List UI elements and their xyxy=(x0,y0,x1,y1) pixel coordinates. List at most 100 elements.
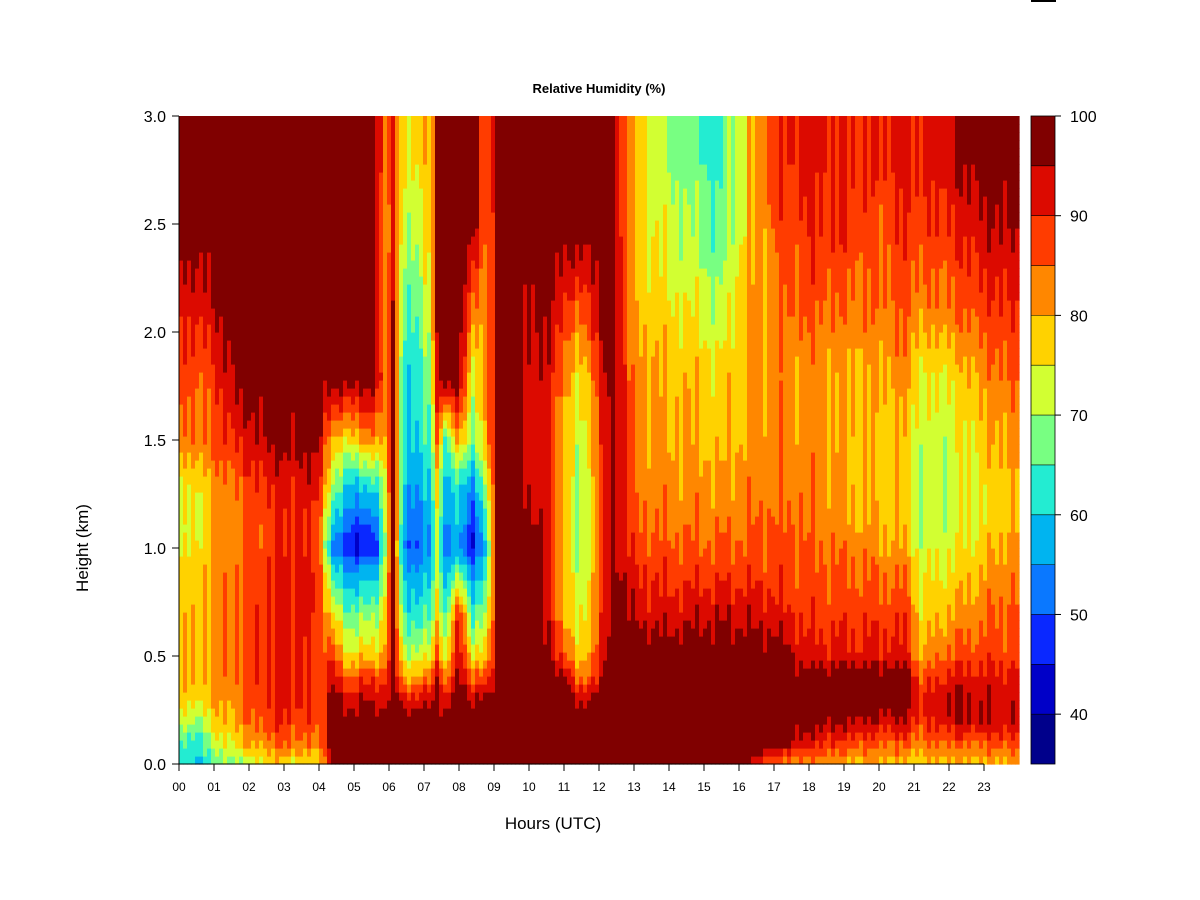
heatmap-cell xyxy=(359,276,364,285)
heatmap-cell xyxy=(395,636,400,645)
heatmap-cell xyxy=(307,324,312,333)
heatmap-cell xyxy=(191,380,196,389)
heatmap-cell xyxy=(279,668,284,677)
heatmap-cell xyxy=(223,436,228,445)
heatmap-cell xyxy=(327,300,332,309)
heatmap-cell xyxy=(247,684,252,693)
heatmap-cell xyxy=(387,156,392,165)
heatmap-cell xyxy=(355,124,360,133)
heatmap-cell xyxy=(239,228,244,237)
heatmap-cell xyxy=(419,476,424,485)
heatmap-cell xyxy=(183,284,188,293)
heatmap-cell xyxy=(283,372,288,381)
heatmap-cell xyxy=(411,220,416,229)
heatmap-cell xyxy=(223,444,228,453)
heatmap-cell xyxy=(375,644,380,653)
heatmap-cell xyxy=(203,356,208,365)
heatmap-cell xyxy=(303,332,308,341)
heatmap-cell xyxy=(267,468,272,477)
heatmap-cell xyxy=(279,348,284,357)
heatmap-cell xyxy=(303,244,308,253)
heatmap-cell xyxy=(203,484,208,493)
heatmap-cell xyxy=(383,700,388,709)
heatmap-cell xyxy=(339,636,344,645)
heatmap-cell xyxy=(251,164,256,173)
heatmap-cell xyxy=(411,172,416,181)
heatmap-cell xyxy=(355,228,360,237)
heatmap-cell xyxy=(399,332,404,341)
heatmap-cell xyxy=(323,676,328,685)
heatmap-cell xyxy=(255,476,260,485)
heatmap-cell xyxy=(259,148,264,157)
heatmap-cell xyxy=(403,116,408,125)
heatmap-cell xyxy=(359,180,364,189)
heatmap-cell xyxy=(383,324,388,333)
heatmap-cell xyxy=(335,196,340,205)
heatmap-cell xyxy=(275,708,280,717)
heatmap-cell xyxy=(259,748,264,757)
heatmap-cell xyxy=(231,324,236,333)
heatmap-cell xyxy=(371,708,376,717)
heatmap-cell xyxy=(195,620,200,629)
heatmap-cell xyxy=(359,476,364,485)
heatmap-cell xyxy=(179,540,184,549)
heatmap-cell xyxy=(259,724,264,733)
heatmap-cell xyxy=(255,716,260,725)
heatmap-cell xyxy=(219,252,224,261)
heatmap-cell xyxy=(299,220,304,229)
heatmap-cell xyxy=(391,540,396,549)
heatmap-cell xyxy=(319,676,324,685)
heatmap-cell xyxy=(407,628,412,637)
heatmap-cell xyxy=(287,124,292,133)
heatmap-cell xyxy=(207,516,212,525)
heatmap-cell xyxy=(387,236,392,245)
heatmap-cell xyxy=(267,204,272,213)
heatmap-cell xyxy=(231,660,236,669)
heatmap-cell xyxy=(211,324,216,333)
heatmap-cell xyxy=(319,460,324,469)
heatmap-cell xyxy=(391,700,396,709)
heatmap-cell xyxy=(259,308,264,317)
heatmap-cell xyxy=(179,372,184,381)
heatmap-cell xyxy=(211,220,216,229)
heatmap-cell xyxy=(231,692,236,701)
heatmap-cell xyxy=(183,236,188,245)
heatmap-cell xyxy=(319,260,324,269)
heatmap-cell xyxy=(207,156,212,165)
heatmap-cell xyxy=(375,268,380,277)
heatmap-cell xyxy=(239,332,244,341)
heatmap-cell xyxy=(359,420,364,429)
heatmap-cell xyxy=(347,692,352,701)
heatmap-cell xyxy=(191,660,196,669)
heatmap-cell xyxy=(203,428,208,437)
heatmap-cell xyxy=(407,284,412,293)
heatmap-cell xyxy=(187,244,192,253)
heatmap-cell xyxy=(215,620,220,629)
heatmap-cell xyxy=(223,220,228,229)
heatmap-cell xyxy=(191,428,196,437)
heatmap-cell xyxy=(183,428,188,437)
heatmap-cell xyxy=(223,212,228,221)
heatmap-cell xyxy=(319,388,324,397)
heatmap-cell xyxy=(255,692,260,701)
heatmap-cell xyxy=(263,316,268,325)
heatmap-cell xyxy=(247,580,252,589)
heatmap-cell xyxy=(179,596,184,605)
heatmap-cell xyxy=(299,268,304,277)
heatmap-cell xyxy=(327,556,332,565)
heatmap-cell xyxy=(283,124,288,133)
heatmap-cell xyxy=(319,404,324,413)
heatmap-cell xyxy=(279,196,284,205)
heatmap-cell xyxy=(187,700,192,709)
heatmap-cell xyxy=(227,196,232,205)
heatmap-cell xyxy=(415,732,420,741)
heatmap-cell xyxy=(399,652,404,661)
heatmap-cell xyxy=(419,444,424,453)
heatmap-cell xyxy=(391,332,396,341)
heatmap-cell xyxy=(339,388,344,397)
heatmap-cell xyxy=(367,132,372,141)
heatmap-cell xyxy=(343,324,348,333)
heatmap-cell xyxy=(255,188,260,197)
heatmap-cell xyxy=(335,740,340,749)
heatmap-cell xyxy=(315,316,320,325)
